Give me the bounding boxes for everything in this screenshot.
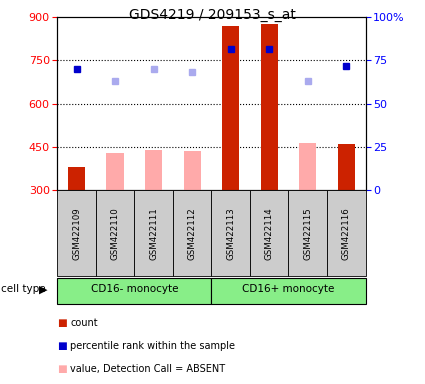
FancyBboxPatch shape [57, 278, 211, 304]
Text: CD16- monocyte: CD16- monocyte [91, 285, 178, 295]
Bar [261, 25, 278, 190]
Text: ■: ■ [57, 364, 67, 374]
FancyBboxPatch shape [250, 190, 289, 276]
FancyBboxPatch shape [327, 190, 366, 276]
Bar [222, 26, 239, 190]
FancyBboxPatch shape [134, 190, 173, 276]
Text: GSM422114: GSM422114 [265, 207, 274, 260]
Text: value, Detection Call = ABSENT: value, Detection Call = ABSENT [70, 364, 225, 374]
Text: count: count [70, 318, 98, 328]
Bar [68, 167, 85, 190]
Bar [107, 153, 124, 190]
FancyBboxPatch shape [289, 190, 327, 276]
Text: GSM422112: GSM422112 [188, 207, 197, 260]
Text: GSM422110: GSM422110 [110, 207, 120, 260]
Text: GSM422113: GSM422113 [226, 207, 235, 260]
Text: ■: ■ [57, 318, 67, 328]
Text: percentile rank within the sample: percentile rank within the sample [70, 341, 235, 351]
FancyBboxPatch shape [211, 278, 366, 304]
FancyBboxPatch shape [57, 190, 96, 276]
Text: GSM422115: GSM422115 [303, 207, 312, 260]
Bar [337, 144, 355, 190]
FancyBboxPatch shape [173, 190, 211, 276]
Text: cell type: cell type [1, 285, 45, 295]
Text: ▶: ▶ [39, 285, 48, 295]
Text: CD16+ monocyte: CD16+ monocyte [242, 285, 334, 295]
FancyBboxPatch shape [211, 190, 250, 276]
Bar [145, 150, 162, 190]
Text: GSM422109: GSM422109 [72, 207, 81, 260]
Text: ■: ■ [57, 341, 67, 351]
Text: GSM422116: GSM422116 [342, 207, 351, 260]
Text: GSM422111: GSM422111 [149, 207, 158, 260]
Bar [299, 142, 316, 190]
Bar [184, 151, 201, 190]
Text: GDS4219 / 209153_s_at: GDS4219 / 209153_s_at [129, 8, 296, 22]
FancyBboxPatch shape [96, 190, 134, 276]
